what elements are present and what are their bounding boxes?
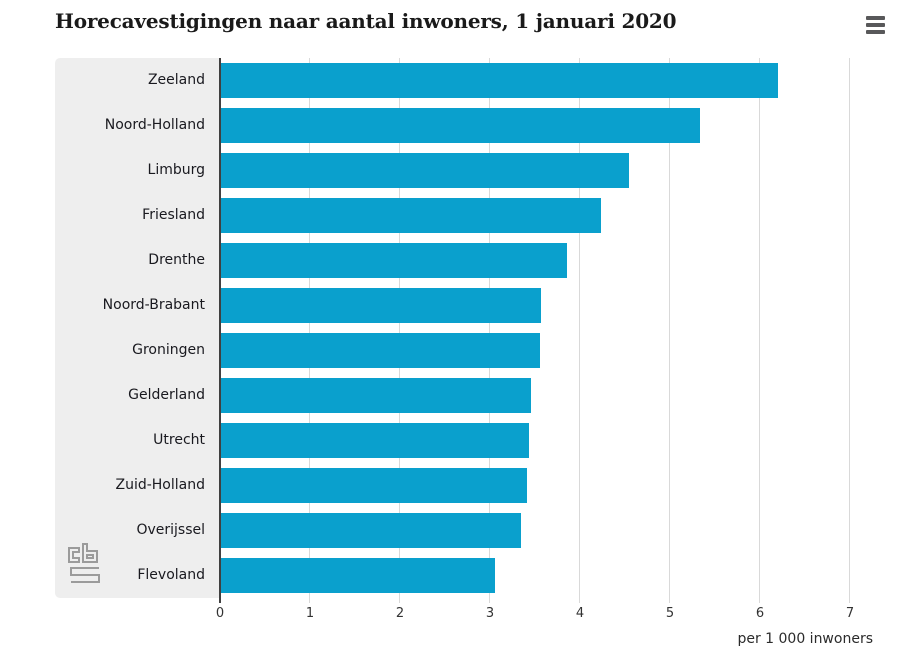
gridline-1 (309, 58, 310, 603)
x-tick-label-0: 0 (215, 606, 225, 621)
category-label-gelderland: Gelderland (128, 387, 205, 403)
x-tick-label-6: 6 (755, 606, 765, 621)
bar-utrecht[interactable] (221, 423, 529, 458)
chart-title: Horecavestigingen naar aantal inwoners, … (55, 9, 677, 33)
bar-friesland[interactable] (221, 198, 601, 233)
category-label-flevoland: Flevoland (137, 567, 205, 583)
gridline-4 (579, 58, 580, 603)
bar-gelderland[interactable] (221, 378, 532, 413)
gridline-6 (759, 58, 760, 603)
category-label-overijssel: Overijssel (136, 522, 205, 538)
gridline-2 (399, 58, 400, 603)
bar-zuid-holland[interactable] (221, 468, 527, 503)
x-tick-label-3: 3 (485, 606, 495, 621)
bar-flevoland[interactable] (221, 558, 496, 593)
category-label-limburg: Limburg (147, 162, 205, 178)
category-label-utrecht: Utrecht (153, 432, 205, 448)
bar-overijssel[interactable] (221, 513, 521, 548)
category-label-zuid-holland: Zuid-Holland (115, 477, 205, 493)
bar-groningen[interactable] (221, 333, 540, 368)
x-tick-label-2: 2 (395, 606, 405, 621)
category-label-friesland: Friesland (142, 207, 205, 223)
category-label-noord-brabant: Noord-Brabant (102, 297, 205, 313)
gridline-7 (849, 58, 850, 603)
bar-zeeland[interactable] (221, 63, 778, 98)
x-tick-label-7: 7 (845, 606, 855, 621)
y-axis-line (219, 58, 221, 603)
chart-menu-button[interactable] (859, 9, 891, 41)
bar-limburg[interactable] (221, 153, 629, 188)
category-label-panel (55, 58, 219, 598)
hamburger-icon (865, 23, 885, 27)
x-tick-label-5: 5 (665, 606, 675, 621)
category-label-zeeland: Zeeland (147, 72, 205, 88)
x-tick-label-1: 1 (305, 606, 315, 621)
category-label-noord-holland: Noord-Holland (104, 117, 205, 133)
bar-noord-brabant[interactable] (221, 288, 542, 323)
gridline-3 (489, 58, 490, 603)
bar-noord-holland[interactable] (221, 108, 700, 143)
category-label-drenthe: Drenthe (148, 252, 205, 268)
gridline-5 (669, 58, 670, 603)
x-axis-unit-label: per 1 000 inwoners (737, 631, 873, 647)
hamburger-icon (865, 30, 885, 34)
cbs-logo-icon (68, 543, 100, 583)
x-tick-label-4: 4 (575, 606, 585, 621)
bar-drenthe[interactable] (221, 243, 568, 278)
hamburger-icon (865, 16, 885, 20)
category-label-groningen: Groningen (132, 342, 205, 358)
